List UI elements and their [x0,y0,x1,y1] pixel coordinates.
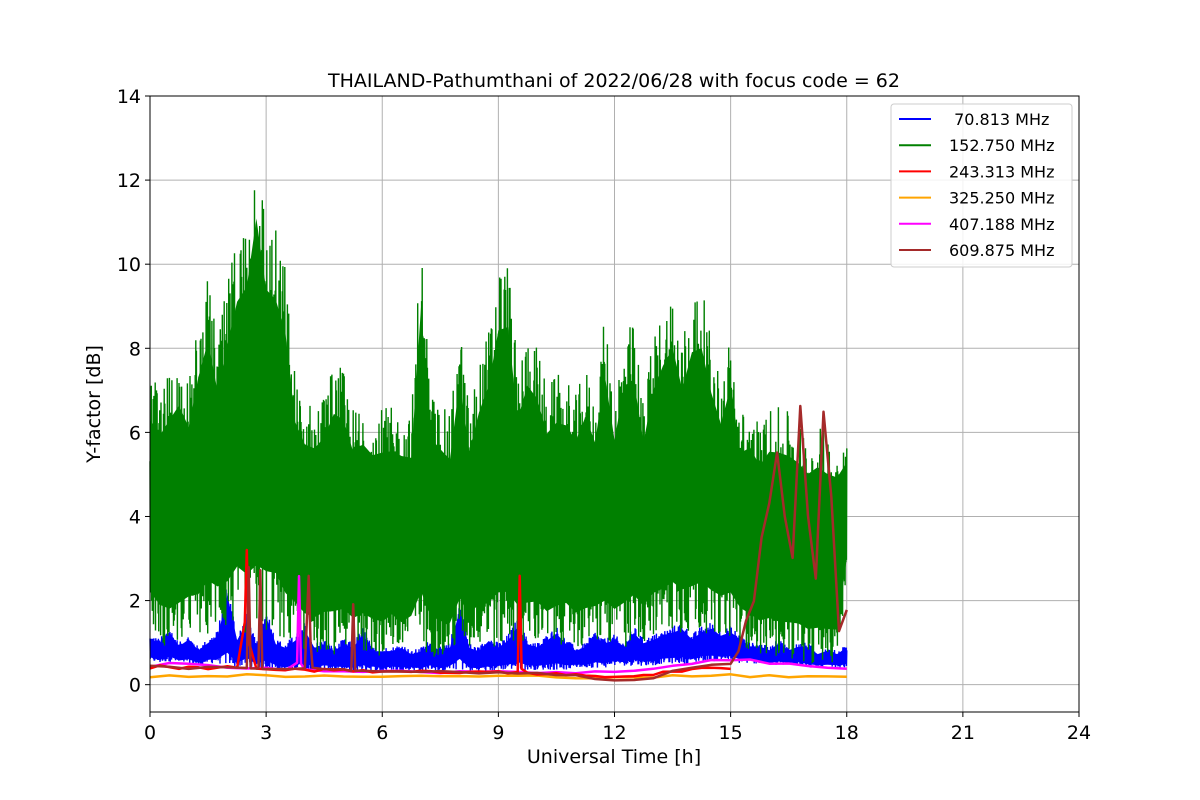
x-tick-label: 3 [260,722,272,744]
y-tick-label: 0 [129,675,141,697]
series-3 [149,673,847,680]
y-tick-label: 12 [117,170,141,192]
x-tick-label: 6 [376,722,388,744]
series-1 [149,190,848,664]
x-tick-label: 9 [492,722,504,744]
x-tick-label: 24 [1067,722,1091,744]
chart-title: THAILAND-Pathumthani of 2022/06/28 with … [327,70,900,92]
x-tick-label: 18 [835,722,859,744]
series-5 [149,404,848,682]
y-tick-label: 2 [129,591,141,613]
series-line [149,673,847,680]
series-line [149,404,848,682]
series-line [149,548,731,679]
legend-label: 609.875 MHz [949,241,1054,260]
y-tick-label: 6 [129,422,141,444]
y-tick-label: 10 [117,254,141,276]
x-tick-label: 0 [144,722,156,744]
series-fill [150,218,847,630]
series-fill [150,595,847,669]
legend-label: 407.188 MHz [949,215,1054,234]
y-tick-label: 4 [129,506,141,528]
legend-label: 243.313 MHz [949,162,1054,181]
x-tick-label: 21 [951,722,975,744]
y-axis-label: Y-factor [dB] [83,345,105,464]
y-tick-label: 8 [129,338,141,360]
x-axis: 0 3 6 9 12 15 18 21 24 [144,712,1091,744]
series-layer [149,190,848,682]
legend-label: 70.813 MHz [949,110,1049,129]
y-tick-label: 14 [117,86,141,108]
legend-box [890,103,1073,268]
x-tick-label: 15 [719,722,743,744]
legend-label: 325.250 MHz [949,189,1054,208]
series-2 [149,548,731,679]
x-tick-label: 12 [602,722,626,744]
x-axis-label: Universal Time [h] [527,746,701,768]
y-axis: 0 2 4 6 8 10 12 14 [117,86,150,697]
legend-label: 152.750 MHz [949,136,1054,155]
legend: 70.813 MHz 152.750 MHz 243.313 MHz 325.250 … [890,103,1073,268]
